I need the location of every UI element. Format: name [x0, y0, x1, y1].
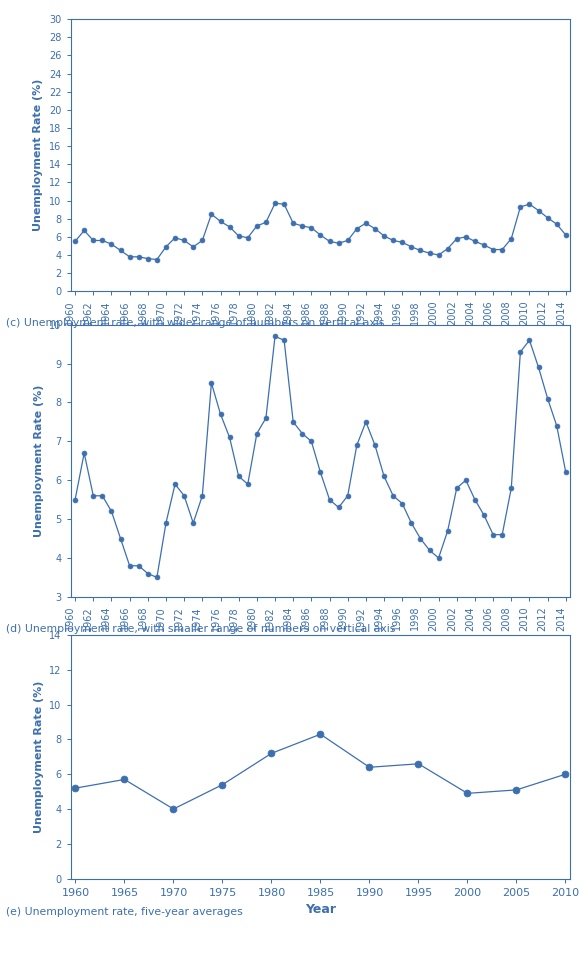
- Text: (d) Unemployment rate, with smaller range of numbers on vertical axis: (d) Unemployment rate, with smaller rang…: [6, 624, 395, 633]
- X-axis label: Year: Year: [305, 330, 336, 344]
- X-axis label: Year: Year: [305, 903, 336, 916]
- Y-axis label: Unemployment Rate (%): Unemployment Rate (%): [34, 385, 44, 537]
- Y-axis label: Unemployment Rate (%): Unemployment Rate (%): [34, 79, 44, 231]
- Text: (c) Unemployment rate, with wider range of numbers on vertical axis: (c) Unemployment rate, with wider range …: [6, 318, 384, 328]
- Text: (e) Unemployment rate, five-year averages: (e) Unemployment rate, five-year average…: [6, 907, 243, 917]
- Y-axis label: Unemployment Rate (%): Unemployment Rate (%): [34, 681, 44, 833]
- X-axis label: Year: Year: [305, 636, 336, 649]
